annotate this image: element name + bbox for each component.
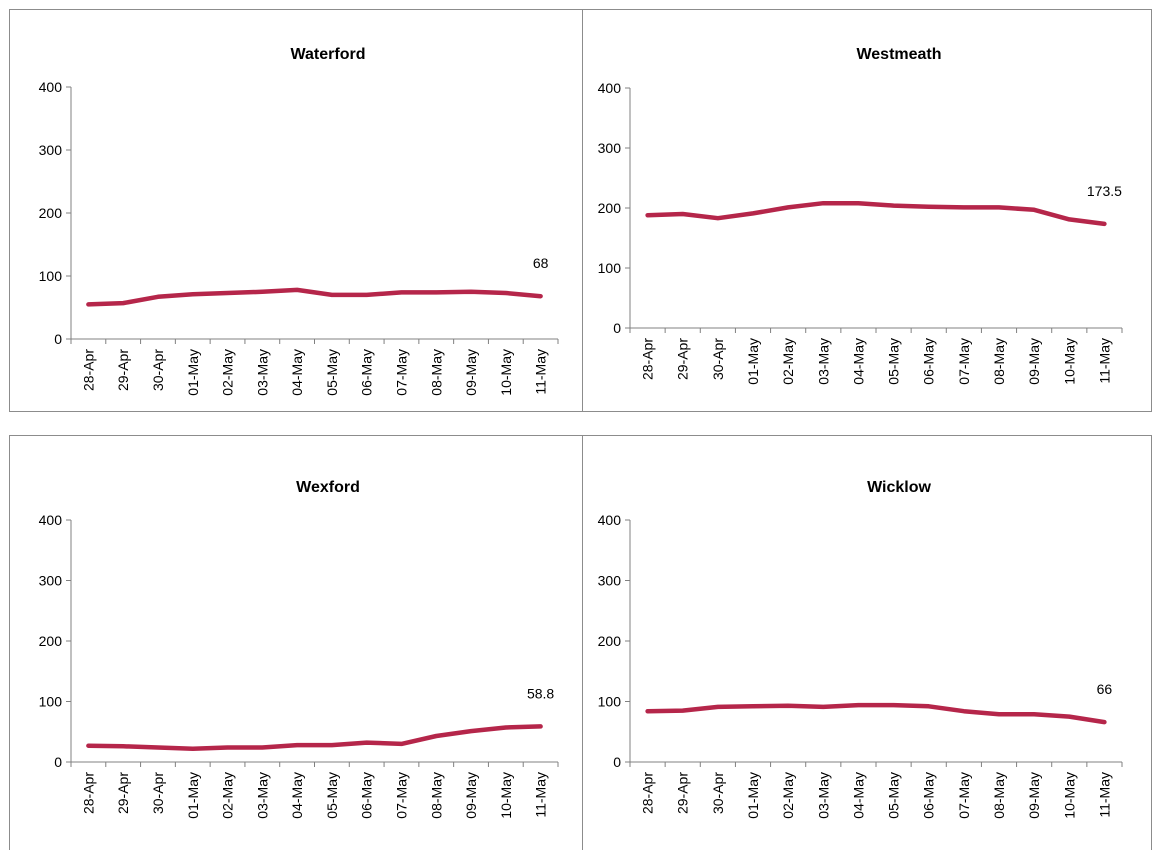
x-tick-label: 03-May [815, 772, 831, 819]
x-tick-label: 06-May [359, 772, 375, 819]
y-tick-label: 0 [54, 331, 62, 347]
x-tick-label: 05-May [324, 772, 340, 819]
x-tick-label: 04-May [850, 772, 866, 819]
x-tick-label: 07-May [393, 772, 409, 819]
x-tick-label: 05-May [886, 772, 902, 819]
x-tick-label: 01-May [185, 349, 201, 396]
y-tick-label: 100 [598, 260, 622, 276]
y-tick-label: 100 [598, 694, 622, 710]
x-tick-label: 11-May [533, 349, 549, 395]
x-tick-label: 01-May [745, 338, 761, 385]
x-tick-label: 04-May [850, 338, 866, 385]
x-tick-label: 01-May [185, 772, 201, 819]
x-tick-label: 08-May [428, 772, 444, 819]
x-tick-label: 07-May [393, 349, 409, 396]
chart-title: Waterford [291, 46, 366, 63]
x-tick-label: 07-May [956, 338, 972, 385]
x-tick-label: 09-May [463, 772, 479, 819]
y-tick-label: 300 [598, 573, 622, 589]
data-label: 173.5 [1087, 183, 1122, 199]
x-tick-label: 30-Apr [710, 338, 726, 380]
chart-panel-1: Westmeath 0 100 200 300 400 28-Apr 29-Apr 30-Apr… [583, 9, 1152, 412]
line-chart-0: Waterford 0 100 200 300 400 28-Apr 29-Apr 30-Apr… [39, 46, 559, 396]
x-tick-label: 10-May [498, 772, 514, 819]
y-tick-label: 400 [598, 80, 622, 96]
y-tick-label: 100 [39, 694, 63, 710]
y-tick-label: 0 [54, 754, 62, 770]
series-line [86, 287, 543, 307]
x-tick-label: 02-May [780, 772, 796, 819]
x-tick-label: 03-May [254, 772, 270, 819]
data-label: 68 [533, 255, 549, 271]
x-tick-label: 10-May [1061, 772, 1077, 819]
x-tick-label: 06-May [921, 772, 937, 819]
y-tick-label: 400 [598, 512, 622, 528]
series-line [645, 702, 1107, 725]
x-tick-label: 06-May [921, 338, 937, 385]
chart-panel-3: Wicklow 0 100 200 300 400 28-Apr 29-Apr 30-Apr 01… [583, 435, 1152, 850]
y-tick-label: 100 [39, 268, 63, 284]
y-tick-label: 300 [598, 140, 622, 156]
x-tick-label: 03-May [815, 338, 831, 385]
x-tick-label: 28-Apr [80, 772, 96, 814]
series-line [86, 724, 543, 751]
x-tick-label: 09-May [1026, 772, 1042, 819]
x-tick-label: 29-Apr [115, 349, 131, 391]
x-tick-label: 04-May [289, 772, 305, 819]
x-tick-label: 08-May [428, 349, 444, 396]
x-tick-label: 30-Apr [150, 772, 166, 814]
x-tick-label: 03-May [254, 349, 270, 396]
x-tick-label: 08-May [991, 772, 1007, 819]
x-tick-label: 30-Apr [710, 772, 726, 814]
x-tick-label: 04-May [289, 349, 305, 396]
line-chart-3: Wicklow 0 100 200 300 400 28-Apr 29-Apr 30-Apr 01… [598, 479, 1123, 819]
x-tick-label: 01-May [745, 772, 761, 819]
x-tick-label: 28-Apr [640, 338, 656, 380]
x-tick-label: 02-May [780, 338, 796, 385]
data-label: 58.8 [527, 685, 554, 701]
x-tick-label: 11-May [1096, 338, 1112, 384]
y-tick-label: 200 [39, 633, 63, 649]
x-tick-label: 06-May [359, 349, 375, 396]
x-tick-label: 28-Apr [640, 772, 656, 814]
line-chart-2: Wexford 0 100 200 300 400 28-Apr 29-Apr 30-Apr 01… [39, 479, 559, 819]
y-tick-label: 300 [39, 573, 63, 589]
y-tick-label: 400 [39, 512, 63, 528]
x-tick-label: 29-Apr [675, 772, 691, 814]
y-tick-label: 400 [39, 79, 63, 95]
x-tick-label: 29-Apr [115, 772, 131, 814]
chart-panel-0: Waterford 0 100 200 300 400 28-Apr 29-Apr 30-Apr… [9, 9, 583, 412]
y-tick-label: 200 [598, 200, 622, 216]
x-tick-label: 02-May [220, 349, 236, 396]
x-tick-label: 07-May [956, 772, 972, 819]
x-tick-label: 09-May [1026, 338, 1042, 385]
line-chart-1: Westmeath 0 100 200 300 400 28-Apr 29-Apr 30-Apr… [598, 46, 1123, 385]
x-tick-label: 10-May [498, 349, 514, 396]
x-tick-label: 02-May [220, 772, 236, 819]
y-tick-label: 200 [598, 633, 622, 649]
x-tick-label: 11-May [1096, 772, 1112, 818]
chart-title: Wexford [296, 479, 360, 496]
x-tick-label: 30-Apr [150, 349, 166, 391]
chart-title: Wicklow [867, 479, 931, 496]
y-tick-label: 0 [613, 320, 621, 336]
x-tick-label: 10-May [1061, 338, 1077, 385]
series-line [645, 200, 1107, 227]
x-tick-label: 05-May [324, 349, 340, 396]
y-tick-label: 200 [39, 205, 63, 221]
chart-title: Westmeath [856, 46, 941, 63]
chart-panel-2: Wexford 0 100 200 300 400 28-Apr 29-Apr 30-Apr 01… [9, 435, 583, 850]
x-tick-label: 29-Apr [675, 338, 691, 380]
y-tick-label: 300 [39, 142, 63, 158]
x-tick-label: 08-May [991, 338, 1007, 385]
x-tick-label: 28-Apr [80, 349, 96, 391]
y-tick-label: 0 [613, 754, 621, 770]
x-tick-label: 09-May [463, 349, 479, 396]
x-tick-label: 05-May [886, 338, 902, 385]
x-tick-label: 11-May [533, 772, 549, 818]
data-label: 66 [1097, 681, 1113, 697]
